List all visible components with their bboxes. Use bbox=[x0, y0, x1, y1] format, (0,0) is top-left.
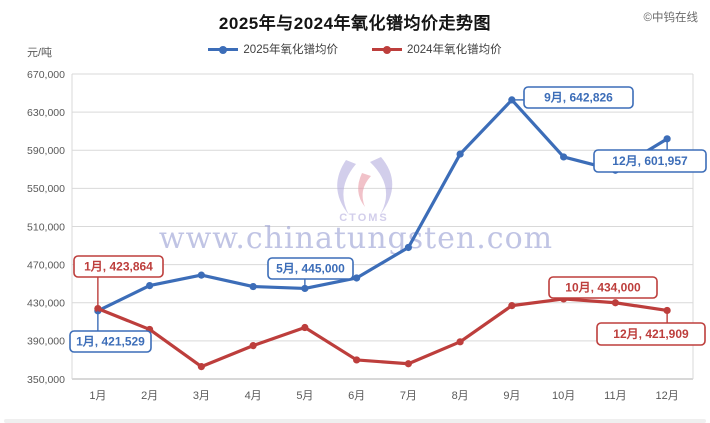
data-point bbox=[197, 271, 205, 279]
callout-label: 9月, 642,826 bbox=[544, 91, 613, 105]
y-tick-label: 630,000 bbox=[27, 107, 65, 119]
y-axis-unit: 元/吨 bbox=[27, 47, 53, 59]
callout-label: 1月, 423,864 bbox=[84, 260, 153, 274]
callout: 1月, 421,529 bbox=[69, 310, 152, 353]
page-title: 2025年与2024年氧化镨均价走势图 bbox=[218, 14, 492, 33]
callout-label: 12月, 601,957 bbox=[612, 154, 688, 168]
x-tick-label: 3月 bbox=[193, 390, 210, 402]
y-tick-label: 510,000 bbox=[27, 221, 65, 233]
y-tick-label: 350,000 bbox=[27, 374, 65, 386]
callout: 5月, 445,000 bbox=[267, 257, 354, 289]
x-tick-label: 7月 bbox=[400, 390, 417, 402]
y-tick-label: 590,000 bbox=[27, 145, 65, 157]
callout-label: 1月, 421,529 bbox=[76, 335, 145, 349]
x-tick-label: 8月 bbox=[452, 390, 469, 402]
ctoms-logo-icon: CTOMS bbox=[337, 157, 393, 224]
x-tick-label: 10月 bbox=[552, 390, 575, 402]
data-point bbox=[249, 282, 257, 291]
data-point bbox=[456, 338, 464, 346]
callout: 10月, 434,000 bbox=[548, 276, 658, 299]
x-tick-label: 1月 bbox=[89, 390, 106, 402]
data-point bbox=[456, 150, 464, 158]
ctoms-logo-text: CTOMS bbox=[339, 212, 389, 224]
callout-label: 12月, 421,909 bbox=[613, 327, 689, 341]
copyright-label: ©中钨在线 bbox=[643, 12, 698, 24]
y-tick-label: 390,000 bbox=[27, 336, 65, 348]
series-line-1 bbox=[96, 297, 669, 369]
data-point bbox=[353, 274, 361, 282]
y-tick-label: 430,000 bbox=[27, 298, 65, 310]
y-tick-label: 470,000 bbox=[27, 259, 65, 271]
y-tick-label: 670,000 bbox=[27, 69, 65, 81]
data-point bbox=[611, 299, 619, 307]
callout-label: 5月, 445,000 bbox=[276, 262, 345, 276]
legend: 2025年氧化镨均价 2024年氧化镨均价 bbox=[0, 41, 710, 57]
data-point bbox=[404, 243, 412, 252]
legend-line-dot-icon bbox=[208, 45, 239, 54]
watermark: CTOMS www.chinatungsten.com bbox=[159, 157, 553, 256]
bottom-edge-decoration bbox=[4, 419, 706, 423]
data-point bbox=[146, 281, 154, 290]
watermark-url-text: www.chinatungsten.com bbox=[159, 221, 553, 256]
series-line-0 bbox=[96, 98, 669, 313]
callout: 9月, 642,826 bbox=[511, 86, 634, 109]
data-point bbox=[508, 302, 516, 310]
x-tick-label: 6月 bbox=[348, 390, 365, 402]
x-tick-label: 11月 bbox=[604, 390, 626, 402]
legend-line-dot-icon bbox=[372, 45, 402, 54]
x-tick-label: 2月 bbox=[141, 390, 158, 402]
legend-label-2025: 2025年氧化镨均价 bbox=[243, 44, 338, 56]
callout: 12月, 601,957 bbox=[593, 138, 707, 173]
data-point bbox=[353, 356, 361, 364]
data-point bbox=[197, 363, 205, 371]
legend-item-2024: 2024年氧化镨均价 bbox=[372, 41, 502, 57]
x-tick-label: 12月 bbox=[656, 390, 679, 402]
data-point bbox=[404, 360, 412, 368]
data-point bbox=[560, 153, 568, 161]
legend-label-2024: 2024年氧化镨均价 bbox=[407, 44, 502, 56]
legend-item-2025: 2025年氧化镨均价 bbox=[208, 41, 338, 57]
x-tick-label: 5月 bbox=[296, 390, 313, 402]
data-point bbox=[301, 323, 309, 332]
data-point bbox=[249, 342, 257, 350]
callout: 12月, 421,909 bbox=[596, 310, 706, 346]
callout-label: 10月, 434,000 bbox=[565, 281, 641, 295]
x-tick-label: 4月 bbox=[245, 390, 262, 402]
y-tick-label: 550,000 bbox=[27, 183, 65, 195]
x-tick-label: 9月 bbox=[503, 390, 520, 402]
callout: 1月, 423,864 bbox=[73, 255, 164, 309]
